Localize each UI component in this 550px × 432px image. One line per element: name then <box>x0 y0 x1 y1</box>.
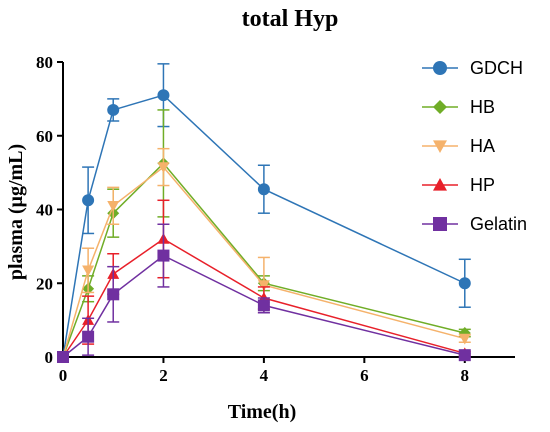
data-point <box>157 162 170 174</box>
data-point <box>57 351 69 363</box>
data-point <box>157 249 170 262</box>
legend-item: HA <box>422 136 495 156</box>
series-hb <box>57 109 471 363</box>
legend: GDCH HB HA HP Gelatin <box>422 58 527 234</box>
x-tick-label: 0 <box>59 366 68 385</box>
legend-label: GDCH <box>470 58 523 78</box>
x-tick-label: 6 <box>360 366 369 385</box>
x-tick-label: 8 <box>461 366 470 385</box>
data-point <box>82 330 95 343</box>
data-point <box>257 299 270 312</box>
legend-marker <box>433 61 447 75</box>
data-point <box>458 333 471 345</box>
legend-label: HA <box>470 136 495 156</box>
legend-item: Gelatin <box>422 214 527 234</box>
legend-marker <box>433 100 447 114</box>
data-point <box>107 201 120 212</box>
y-tick-label: 60 <box>36 127 53 146</box>
y-tick-label: 0 <box>45 348 54 367</box>
series-line <box>62 94 466 358</box>
legend-marker <box>433 217 447 231</box>
legend-label: Gelatin <box>470 214 527 234</box>
data-point <box>458 277 471 290</box>
data-point <box>257 280 270 292</box>
series-layer <box>57 63 471 363</box>
x-tick-label: 2 <box>159 366 168 385</box>
data-point <box>107 288 120 301</box>
y-tick-label: 80 <box>36 53 53 72</box>
legend-marker <box>433 178 447 191</box>
x-tick-label: 4 <box>260 366 269 385</box>
y-axis-label: plasma (μg/mL) <box>5 144 27 280</box>
legend-item: GDCH <box>422 58 523 78</box>
legend-label: HP <box>470 175 495 195</box>
data-point <box>107 103 120 116</box>
data-point <box>82 194 95 207</box>
legend-marker <box>433 140 447 153</box>
chart-title: total Hyp <box>242 6 339 32</box>
data-point <box>257 183 270 196</box>
series-line <box>62 162 465 358</box>
series-line <box>62 238 465 358</box>
data-point <box>82 265 95 277</box>
legend-label: HB <box>470 97 495 117</box>
y-tick-label: 20 <box>36 274 53 293</box>
data-point <box>157 89 170 102</box>
series-gelatin <box>57 223 471 363</box>
data-point <box>458 349 471 362</box>
x-axis-label: Time(h) <box>228 401 297 423</box>
series-gdch <box>57 63 471 363</box>
series-line <box>62 166 465 358</box>
legend-item: HP <box>422 175 495 195</box>
legend-item: HB <box>422 97 495 117</box>
y-tick-label: 40 <box>36 201 53 220</box>
